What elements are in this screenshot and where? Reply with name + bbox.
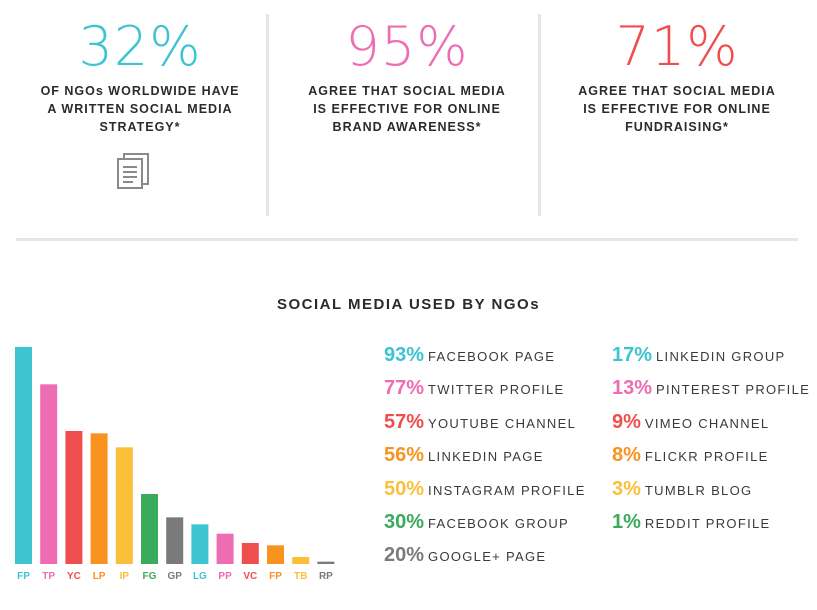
chart-title: SOCIAL MEDIA USED BY NGOs [276, 296, 541, 313]
legend-percent: 17% [612, 344, 653, 366]
legend-label: VIMEO CHANNEL [644, 415, 770, 431]
divider [266, 14, 269, 216]
stat-value: 32% [78, 15, 202, 78]
bar-gp [166, 517, 184, 564]
legend-label: FACEBOOK GROUP [428, 515, 570, 531]
legend-percent: 8% [612, 444, 641, 467]
bar-rp [317, 561, 335, 564]
legend-label: PINTEREST PROFILE [656, 382, 811, 398]
bar-label: IP [120, 571, 130, 582]
legend-item: 30% FACEBOOK GROUP [384, 511, 586, 544]
bar-label: GP [167, 571, 182, 582]
legend-item: 3% TUMBLR BLOG [612, 478, 810, 511]
document-icon [117, 153, 149, 189]
legend-label: LINKEDIN PAGE [428, 449, 544, 465]
legend-item: 56% LINKEDIN PAGE [384, 444, 586, 477]
legend-item: 57% YOUTUBE CHANNEL [384, 411, 586, 444]
legend-percent: 30% [384, 510, 425, 533]
bar-label: TP [42, 571, 55, 582]
legend-percent: 13% [612, 377, 653, 400]
legend-label: FACEBOOK PAGE [428, 349, 556, 364]
legend-label: GOOGLE+ PAGE [428, 549, 547, 565]
legend-label: REDDIT PROFILE [644, 515, 771, 531]
stat-description: OF NGOs WORLDWIDE HAVE A WRITTEN SOCIAL … [40, 84, 240, 134]
bar-label: FP [17, 571, 30, 582]
legend-label: YOUTUBE CHANNEL [428, 415, 577, 431]
bar-yc [65, 431, 83, 564]
legend-column-1: 93% FACEBOOK PAGE 77% TWITTER PROFILE 57% YOU… [384, 344, 586, 578]
legend-item: 8% FLICKR PROFILE [612, 444, 810, 477]
legend-label: TWITTER PROFILE [428, 382, 565, 398]
legend-item: 20% GOOGLE+ PAGE [384, 544, 586, 577]
bar-label: YC [67, 571, 81, 582]
legend-label: TUMBLR BLOG [644, 482, 753, 498]
legend-percent: 20% [384, 544, 425, 567]
bar-lg [191, 524, 209, 564]
legend-percent: 3% [612, 477, 641, 500]
bar-vc [241, 543, 259, 564]
bar-fg [141, 494, 158, 564]
bar-tb [292, 557, 310, 564]
bar-label: TB [294, 571, 307, 582]
divider [538, 14, 541, 216]
legend-percent: 93% [384, 344, 425, 366]
legend-label: FLICKR PROFILE [644, 449, 769, 465]
bar-label: LG [193, 571, 207, 582]
bar-label: RP [319, 571, 333, 582]
legend-item: 9% VIMEO CHANNEL [612, 411, 810, 444]
bar-pp [216, 533, 234, 564]
bar-tp [40, 384, 58, 564]
stat-ngo-strategy: 32% OF NGOs WORLDWIDE HAVE A WRITTEN SOC… [20, 16, 260, 136]
legend-item: 1% REDDIT PROFILE [612, 511, 810, 544]
bar-lp [90, 433, 108, 564]
legend-percent: 77% [384, 377, 425, 400]
stat-value: 71% [615, 15, 739, 78]
legend-column-2: 17% LINKEDIN GROUP 13% PINTEREST PROFILE 9% V… [612, 344, 810, 544]
legend-item: 13% PINTEREST PROFILE [612, 377, 810, 410]
legend-label: LINKEDIN GROUP [656, 349, 786, 364]
stats-row: 32% OF NGOs WORLDWIDE HAVE A WRITTEN SOC… [0, 0, 817, 240]
legend-percent: 9% [612, 410, 641, 433]
legend-item: 93% FACEBOOK PAGE [384, 344, 586, 377]
legend-percent: 1% [612, 510, 641, 533]
legend-percent: 57% [384, 410, 425, 433]
bar-label: VC [243, 571, 257, 582]
legend-item: 50% INSTAGRAM PROFILE [384, 478, 586, 511]
bar-label: PP [218, 571, 232, 582]
stat-value: 95% [345, 15, 469, 78]
bar-ip [115, 447, 133, 564]
stat-description: AGREE THAT SOCIAL MEDIA IS EFFECTIVE FOR… [578, 84, 776, 134]
legend-label: INSTAGRAM PROFILE [428, 482, 586, 498]
legend-percent: 50% [384, 477, 425, 500]
bar-fp [15, 347, 32, 564]
stat-fundraising: 71% AGREE THAT SOCIAL MEDIA IS EFFECTIVE… [557, 16, 797, 136]
bar-fp [267, 545, 284, 564]
section-divider [16, 238, 798, 241]
bar-label: FP [269, 571, 282, 582]
stat-brand-awareness: 95% AGREE THAT SOCIAL MEDIA IS EFFECTIVE… [287, 16, 527, 136]
legend-item: 17% LINKEDIN GROUP [612, 344, 810, 377]
stat-description: AGREE THAT SOCIAL MEDIA IS EFFECTIVE FOR… [308, 84, 506, 134]
legend-percent: 56% [384, 444, 425, 467]
legend-item: 77% TWITTER PROFILE [384, 377, 586, 410]
bar-label: LP [93, 571, 106, 582]
bar-label: FG [143, 571, 157, 582]
bar-chart: FP TP YC LP IP FG GP LG PP VC FP TB RP [15, 347, 335, 582]
